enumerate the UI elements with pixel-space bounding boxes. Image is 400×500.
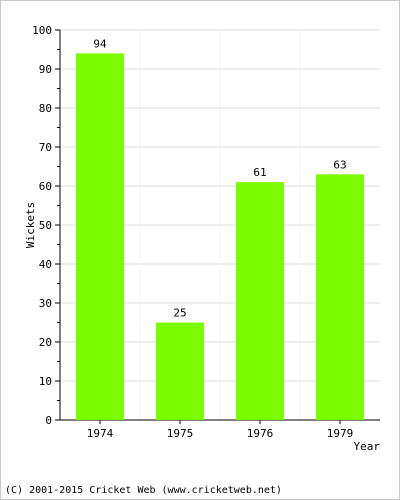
bar-1979 (316, 174, 364, 420)
y-tick-label: 90 (39, 63, 52, 76)
y-tick-label: 20 (39, 336, 52, 349)
y-tick-label: 70 (39, 141, 52, 154)
x-axis-title: Year (354, 440, 381, 453)
y-tick-label: 30 (39, 297, 52, 310)
bar-value-label: 25 (173, 307, 186, 320)
bar-value-label: 61 (253, 166, 266, 179)
y-tick-label: 0 (45, 414, 52, 427)
x-tick-label: 1975 (167, 427, 194, 440)
x-tick-label: 1979 (327, 427, 354, 440)
x-tick-label: 1974 (87, 427, 114, 440)
copyright-footer: (C) 2001-2015 Cricket Web (www.cricketwe… (5, 485, 282, 496)
y-tick-label: 100 (32, 24, 52, 37)
y-tick-label: 50 (39, 219, 52, 232)
y-tick-label: 40 (39, 258, 52, 271)
bar-chart: 0 10 20 30 40 50 60 70 80 90 100 94 1974 25 1975 61 1976… (24, 24, 381, 453)
x-tick-label: 1976 (247, 427, 274, 440)
bar-1974 (76, 53, 124, 421)
labels: 0 10 20 30 40 50 60 70 80 90 100 94 1974 25 1975 61 1976… (32, 24, 353, 440)
bars (76, 53, 364, 421)
bar-1975 (156, 322, 204, 420)
bar-value-label: 94 (93, 37, 107, 50)
bar-1976 (236, 182, 284, 420)
bar-value-label: 63 (333, 158, 346, 171)
y-tick-label: 80 (39, 102, 52, 115)
y-axis-title: Wickets (24, 202, 37, 248)
y-tick-label: 10 (39, 375, 52, 388)
y-tick-label: 60 (39, 180, 52, 193)
